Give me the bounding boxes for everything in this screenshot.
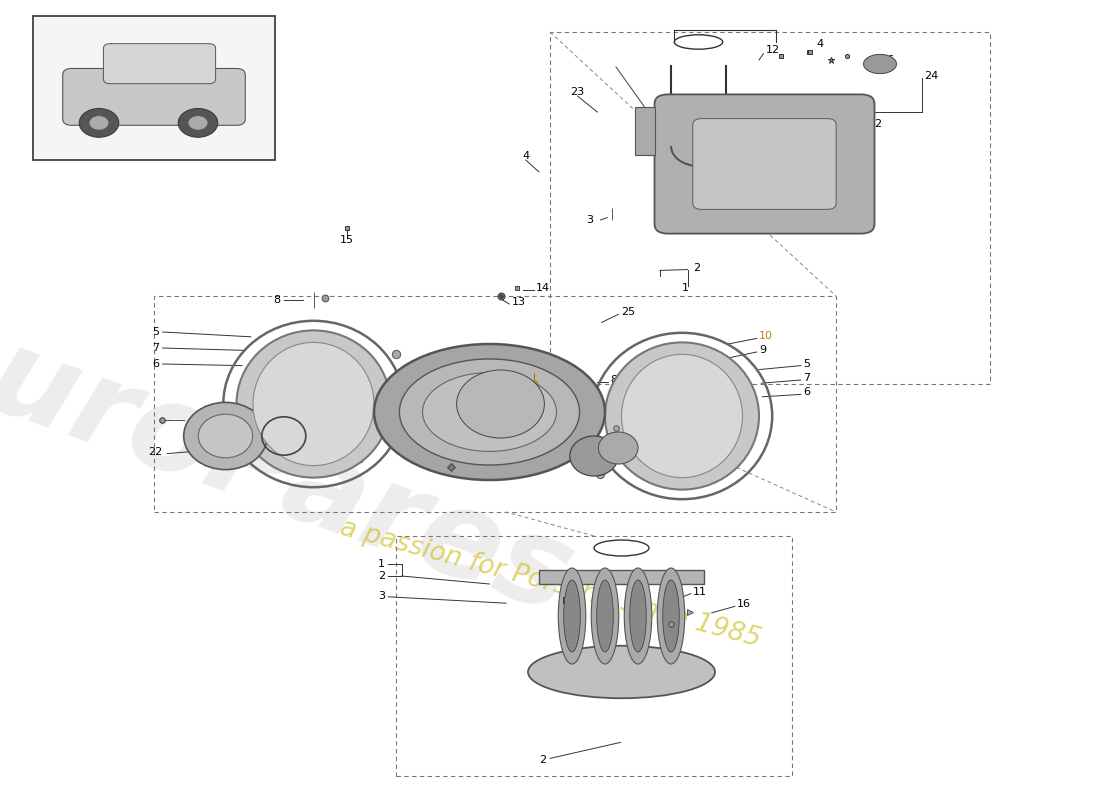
FancyBboxPatch shape <box>693 118 836 210</box>
Text: 1: 1 <box>378 559 385 569</box>
Ellipse shape <box>198 414 253 458</box>
Ellipse shape <box>596 580 614 652</box>
Ellipse shape <box>558 568 585 664</box>
Ellipse shape <box>456 370 544 438</box>
Text: euroPares: euroPares <box>0 290 588 638</box>
Ellipse shape <box>629 580 647 652</box>
Text: 12: 12 <box>869 119 883 129</box>
Text: 7: 7 <box>153 343 159 353</box>
Text: 24: 24 <box>924 71 938 81</box>
Ellipse shape <box>591 568 618 664</box>
Text: 19: 19 <box>456 467 471 477</box>
Ellipse shape <box>563 580 581 652</box>
Text: 2: 2 <box>539 755 546 765</box>
Ellipse shape <box>374 344 605 480</box>
Text: 4: 4 <box>816 39 823 49</box>
Text: 5: 5 <box>153 327 159 337</box>
Ellipse shape <box>184 402 267 470</box>
Ellipse shape <box>528 646 715 698</box>
Text: 25: 25 <box>621 307 636 317</box>
Ellipse shape <box>89 116 109 130</box>
Bar <box>539 570 704 584</box>
Ellipse shape <box>178 109 218 138</box>
FancyBboxPatch shape <box>103 44 216 84</box>
Text: 5: 5 <box>803 359 810 369</box>
Bar <box>635 107 654 155</box>
Ellipse shape <box>605 342 759 490</box>
Ellipse shape <box>864 54 896 74</box>
Text: 6: 6 <box>153 359 159 369</box>
FancyBboxPatch shape <box>63 69 245 126</box>
Text: 12: 12 <box>766 46 780 55</box>
Text: 17: 17 <box>472 439 485 449</box>
Ellipse shape <box>598 432 638 464</box>
Text: 8: 8 <box>274 295 280 305</box>
Ellipse shape <box>399 359 580 465</box>
Text: 23: 23 <box>571 87 584 97</box>
Text: 22: 22 <box>148 447 163 457</box>
Text: 21: 21 <box>301 464 315 474</box>
Text: 3: 3 <box>378 591 385 601</box>
Ellipse shape <box>570 436 618 476</box>
Text: 15: 15 <box>340 235 353 245</box>
Text: 3: 3 <box>586 215 593 225</box>
Text: 10: 10 <box>759 331 773 341</box>
Text: 2: 2 <box>693 263 700 273</box>
Text: 8: 8 <box>610 375 617 385</box>
Text: 4: 4 <box>522 151 529 161</box>
Bar <box>33 16 275 160</box>
Bar <box>154 296 836 512</box>
Text: 2: 2 <box>378 571 385 581</box>
Text: 11: 11 <box>693 587 707 597</box>
Text: 14: 14 <box>536 283 550 293</box>
Text: 6: 6 <box>803 387 810 397</box>
Ellipse shape <box>621 354 742 478</box>
Ellipse shape <box>236 330 390 478</box>
Ellipse shape <box>79 109 119 138</box>
FancyBboxPatch shape <box>654 94 875 234</box>
Text: 20: 20 <box>658 363 672 373</box>
Ellipse shape <box>253 342 374 466</box>
Ellipse shape <box>658 568 684 664</box>
Text: a passion for Porsche since 1985: a passion for Porsche since 1985 <box>337 515 763 653</box>
Bar <box>396 536 792 776</box>
Ellipse shape <box>188 116 208 130</box>
Text: 13: 13 <box>512 298 526 307</box>
Ellipse shape <box>662 580 680 652</box>
Text: 16: 16 <box>737 599 751 609</box>
Text: 18: 18 <box>351 455 364 465</box>
Text: 9: 9 <box>759 346 766 355</box>
Text: 1: 1 <box>682 283 689 293</box>
Text: 26: 26 <box>880 55 894 65</box>
Bar <box>550 32 990 384</box>
Ellipse shape <box>625 568 651 664</box>
Text: 7: 7 <box>803 373 810 382</box>
Ellipse shape <box>422 373 557 451</box>
